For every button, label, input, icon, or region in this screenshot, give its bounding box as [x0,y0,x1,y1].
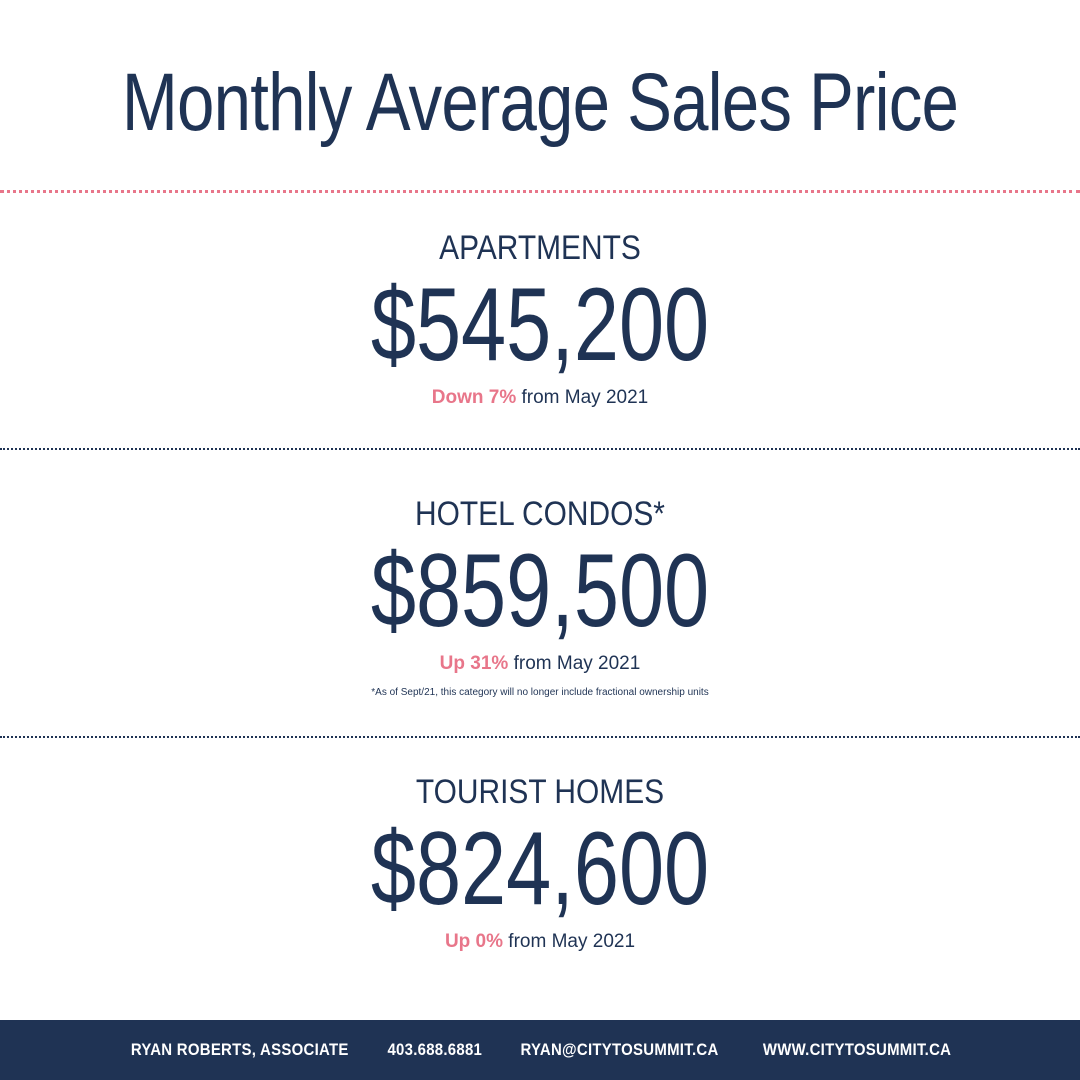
change-text: from May 2021 [516,387,649,408]
change-text: from May 2021 [508,653,641,674]
contact-footer: RYAN ROBERTS, ASSOCIATE 403.688.6881 RYA… [0,1020,1080,1080]
category-label: APARTMENTS [439,229,641,267]
price-change: Down 7% from May 2021 [0,386,1080,410]
tourist-homes-section: TOURIST HOMES $824,600 Up 0% from May 20… [0,772,1080,954]
category-label: HOTEL CONDOS* [415,495,665,533]
apartments-section: APARTMENTS $545,200 Down 7% from May 202… [0,228,1080,410]
email-link[interactable]: RYAN@CITYTOSUMMIT.CA [520,1040,719,1059]
price-value: $545,200 [370,267,710,383]
page-title: Monthly Average Sales Price [121,57,959,148]
change-highlight: Up 31% [439,653,509,674]
agent-name: RYAN ROBERTS, ASSOCIATE [130,1040,349,1059]
hotel-condos-section: HOTEL CONDOS* $859,500 Up 31% from May 2… [0,494,1080,700]
change-highlight: Down 7% [431,387,517,408]
price-change: Up 0% from May 2021 [0,930,1080,954]
category-label: TOURIST HOMES [415,773,665,811]
price-value: $859,500 [370,533,710,649]
price-value: $824,600 [370,811,710,927]
website-link[interactable]: WWW.CITYTOSUMMIT.CA [762,1040,952,1059]
section-divider [0,448,1080,450]
section-divider [0,736,1080,738]
phone-number[interactable]: 403.688.6881 [387,1040,483,1059]
title-divider [0,190,1080,193]
change-text: from May 2021 [503,931,636,952]
change-highlight: Up 0% [444,931,504,952]
price-change: Up 31% from May 2021 [0,652,1080,676]
footnote: *As of Sept/21, this category will no lo… [371,687,709,698]
